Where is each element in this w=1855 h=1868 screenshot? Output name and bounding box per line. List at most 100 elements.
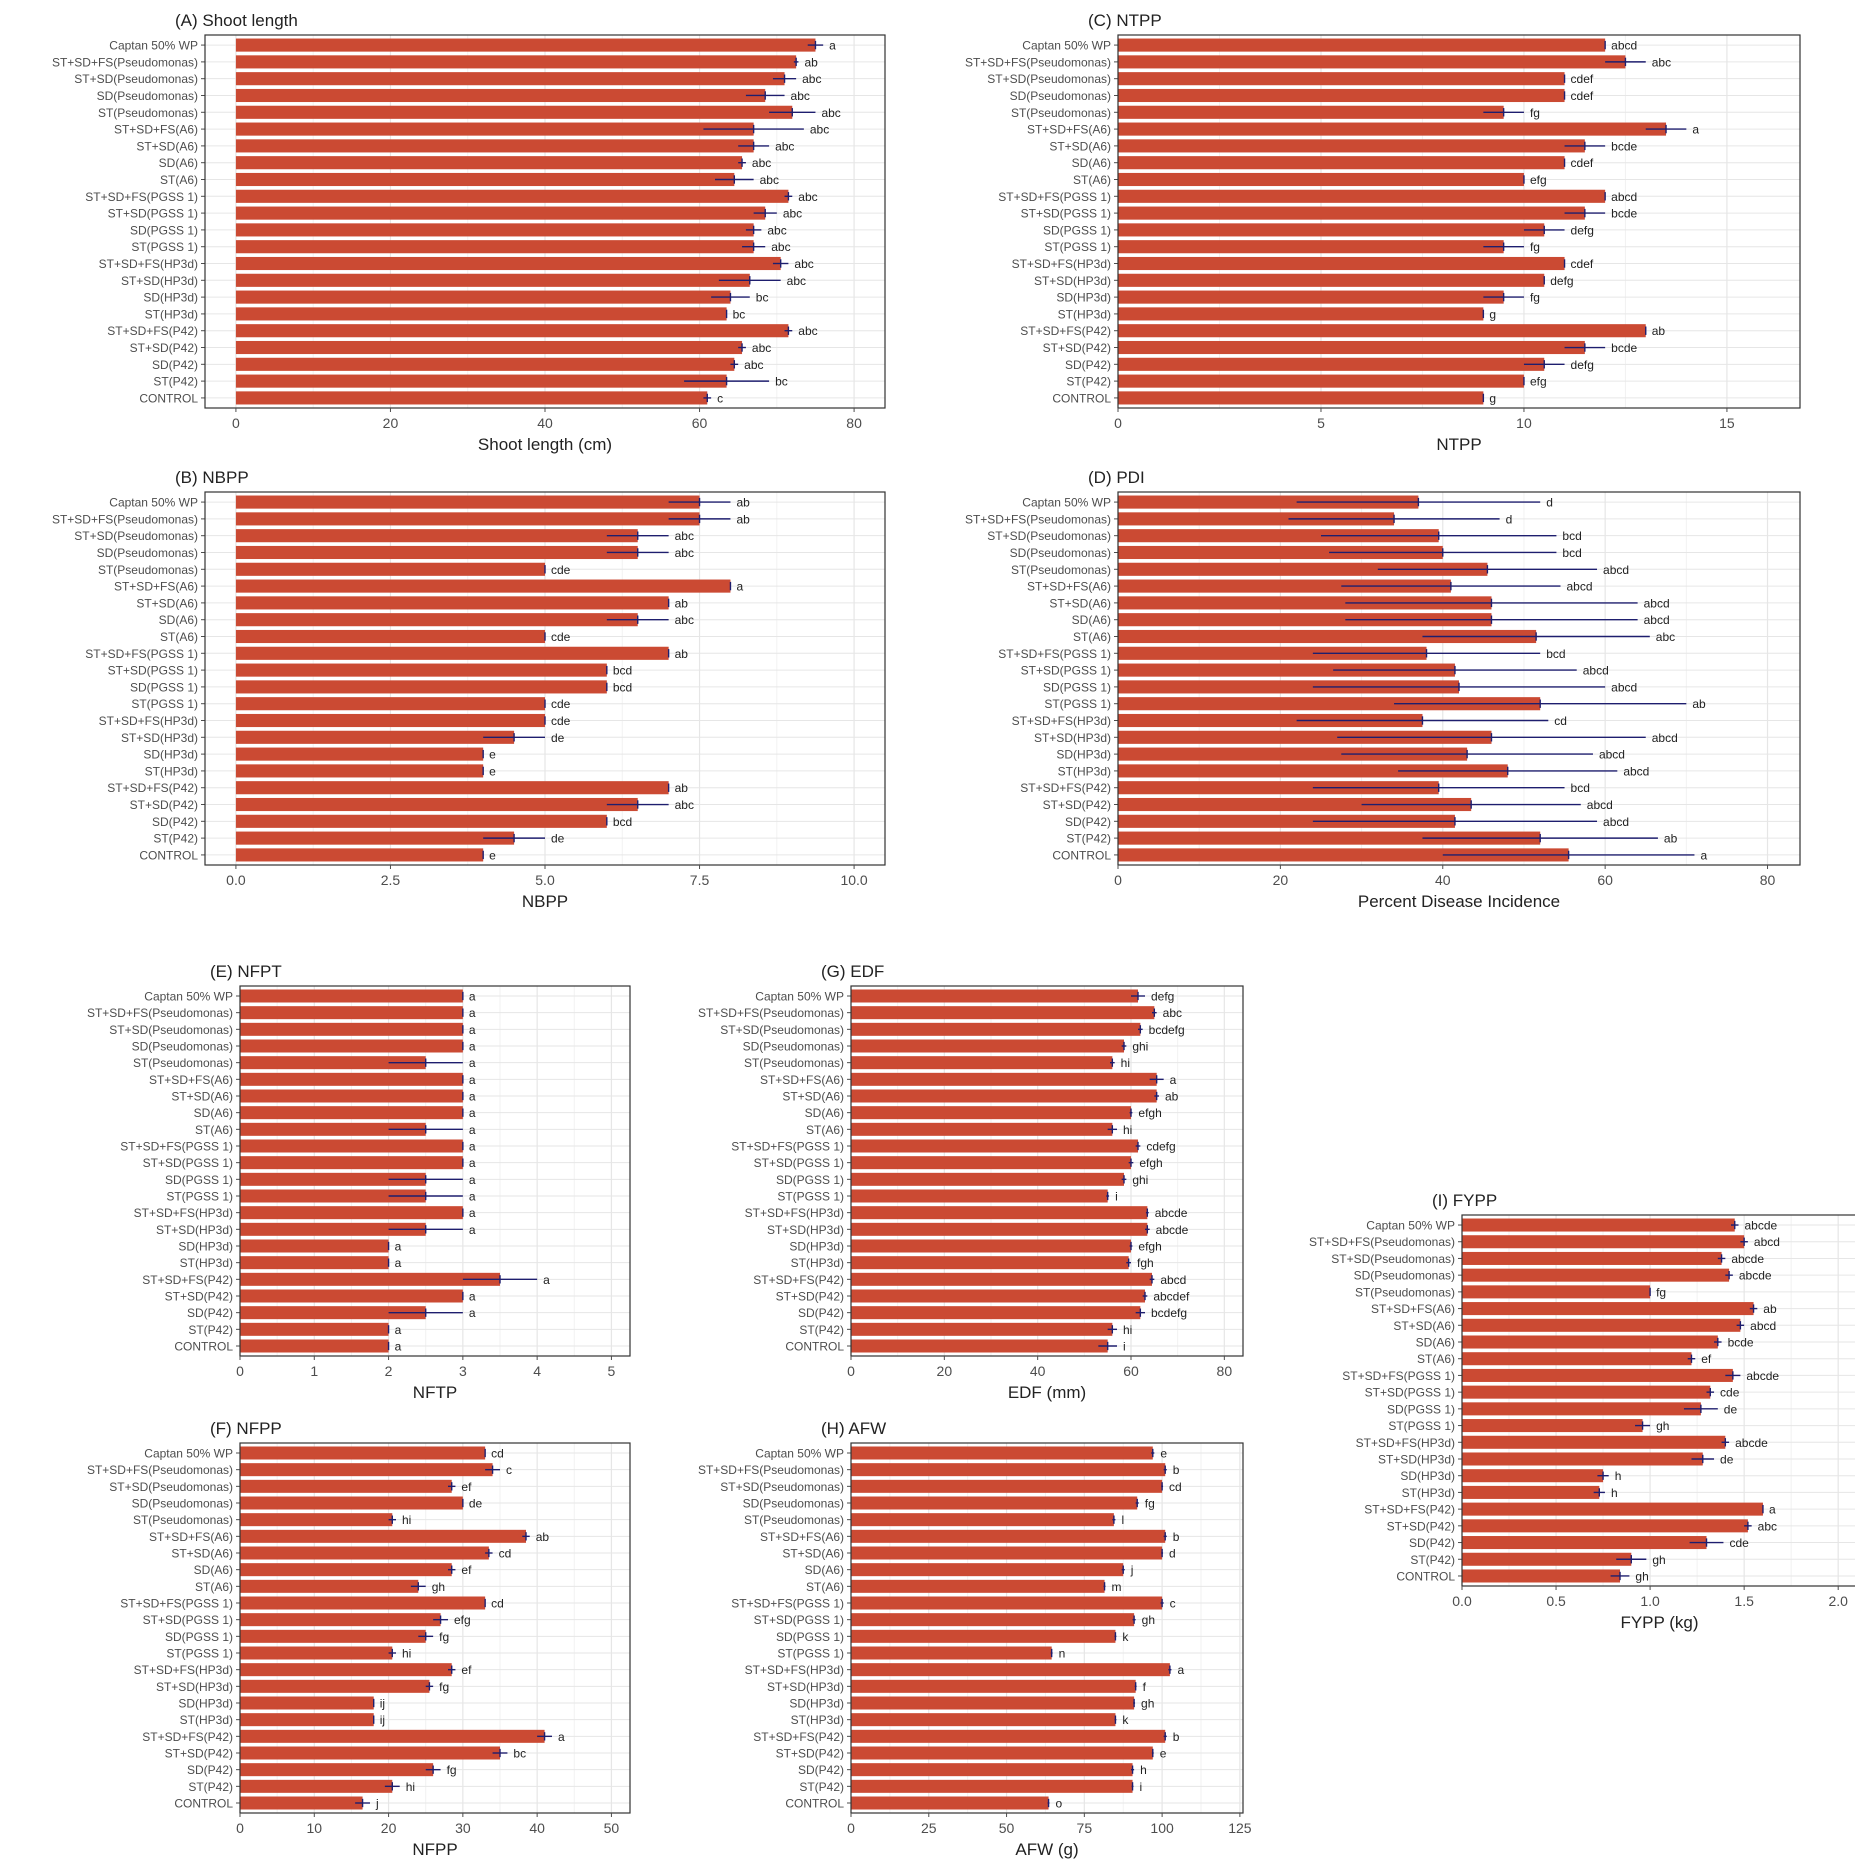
- x-tick-label: 2.5: [381, 872, 401, 888]
- x-axis-title: NFPP: [412, 1840, 457, 1859]
- significance-letter: a: [469, 1090, 476, 1104]
- x-tick-label: 1.0: [1640, 1593, 1660, 1609]
- panel-title: (I) FYPP: [1432, 1191, 1497, 1210]
- bar: [240, 1172, 426, 1186]
- category-label: ST+SD+FS(PGSS 1): [85, 190, 198, 204]
- significance-letter: abc: [798, 190, 817, 204]
- category-label: ST+SD(A6): [171, 1547, 233, 1561]
- bar: [1462, 1368, 1733, 1382]
- category-label: ST+SD+FS(A6): [1027, 580, 1111, 594]
- significance-letter: cde: [1720, 1386, 1740, 1400]
- category-label: ST+SD+FS(Pseudomonas): [965, 55, 1111, 69]
- category-label: ST(P42): [799, 1323, 844, 1337]
- significance-letter: ij: [380, 1697, 385, 1711]
- category-label: ST+SD(PGSS 1): [754, 1156, 844, 1170]
- x-tick-label: 7.5: [690, 872, 710, 888]
- bar: [1118, 223, 1545, 237]
- category-label: ST+SD+FS(HP3d): [1012, 257, 1111, 271]
- bar: [235, 139, 754, 153]
- bar: [235, 697, 545, 711]
- bar: [240, 1713, 374, 1727]
- x-tick-label: 3: [459, 1363, 467, 1379]
- significance-letter: a: [395, 1256, 402, 1270]
- significance-letter: fgh: [1137, 1256, 1154, 1270]
- category-label: SD(A6): [159, 156, 198, 170]
- category-label: CONTROL: [785, 1797, 844, 1811]
- category-label: ST+SD+FS(PGSS 1): [998, 190, 1111, 204]
- bar: [851, 1613, 1135, 1627]
- bar: [235, 629, 545, 644]
- significance-letter: fg: [439, 1630, 449, 1644]
- bar: [1118, 256, 1565, 271]
- category-label: SD(HP3d): [1056, 748, 1111, 762]
- bar: [851, 1022, 1141, 1036]
- bar: [851, 1729, 1166, 1743]
- significance-letter: cdefg: [1146, 1140, 1175, 1154]
- significance-letter: a: [469, 1023, 476, 1037]
- category-label: ST+SD(PGSS 1): [143, 1613, 233, 1627]
- bar: [240, 1479, 452, 1493]
- significance-letter: hi: [1123, 1323, 1132, 1337]
- bar: [851, 1713, 1116, 1727]
- significance-letter: de: [551, 832, 565, 846]
- significance-letter: g: [1489, 307, 1496, 321]
- category-label: SD(Pseudomonas): [1010, 89, 1111, 103]
- significance-letter: ab: [1763, 1302, 1777, 1316]
- category-label: ST+SD(Pseudomonas): [109, 1480, 233, 1494]
- category-label: ST+SD+FS(PGSS 1): [1342, 1369, 1455, 1383]
- category-label: ST(PGSS 1): [166, 1647, 233, 1661]
- significance-letter: e: [489, 748, 496, 762]
- significance-letter: abc: [802, 72, 821, 86]
- category-label: ST(HP3d): [145, 764, 198, 778]
- category-label: ST+SD+FS(A6): [1027, 123, 1111, 137]
- category-label: ST(Pseudomonas): [744, 1056, 844, 1070]
- panel-border: [239, 1442, 631, 1814]
- significance-letter: cde: [551, 697, 571, 711]
- bar: [1118, 562, 1488, 576]
- bar: [240, 1646, 393, 1660]
- category-label: SD(P42): [798, 1306, 844, 1320]
- bar: [235, 105, 793, 119]
- bar: [1118, 357, 1545, 371]
- bar: [235, 545, 638, 560]
- panel-f: cd Captan 50% WP c ST+SD+FS(Pseudomonas) ef S…: [87, 1419, 631, 1859]
- bar: [235, 764, 484, 778]
- bar: [851, 1056, 1113, 1070]
- category-label: ST+SD(Pseudomonas): [987, 72, 1111, 86]
- bar: [851, 1529, 1166, 1543]
- significance-letter: abc: [787, 274, 806, 288]
- panel-border: [1461, 1214, 1855, 1587]
- x-tick-label: 0: [236, 1363, 244, 1379]
- category-label: ST+SD(PGSS 1): [108, 207, 198, 221]
- bar: [1462, 1419, 1643, 1433]
- category-label: ST+SD+FS(HP3d): [1012, 714, 1111, 728]
- significance-letter: abc: [775, 139, 794, 153]
- category-label: ST(P42): [153, 375, 198, 389]
- significance-letter: gh: [1635, 1569, 1648, 1583]
- x-tick-label: 10: [1516, 415, 1532, 431]
- significance-letter: h: [1140, 1763, 1147, 1777]
- significance-letter: a: [469, 1190, 476, 1204]
- bar: [235, 206, 766, 220]
- bar: [1118, 374, 1524, 388]
- bar: [1118, 747, 1468, 761]
- significance-letter: a: [469, 1073, 476, 1087]
- significance-letter: ef: [461, 1563, 472, 1577]
- bar: [851, 1039, 1124, 1053]
- bar: [240, 1056, 426, 1070]
- bar: [1118, 88, 1565, 103]
- category-label: ST(PGSS 1): [166, 1190, 233, 1204]
- significance-letter: defg: [1571, 358, 1594, 372]
- bar: [235, 374, 727, 388]
- bar: [1462, 1385, 1711, 1399]
- bar: [235, 88, 766, 103]
- panel-a: a Captan 50% WP ab ST+SD+FS(Pseudomonas) abc…: [52, 11, 886, 454]
- category-label: ST+SD(Pseudomonas): [1331, 1252, 1455, 1266]
- bar: [240, 1613, 441, 1627]
- significance-letter: a: [469, 1223, 476, 1237]
- category-label: ST+SD(PGSS 1): [1021, 664, 1111, 678]
- panel-title: (A) Shoot length: [175, 11, 298, 30]
- bar: [1118, 730, 1492, 744]
- bar: [240, 1779, 393, 1793]
